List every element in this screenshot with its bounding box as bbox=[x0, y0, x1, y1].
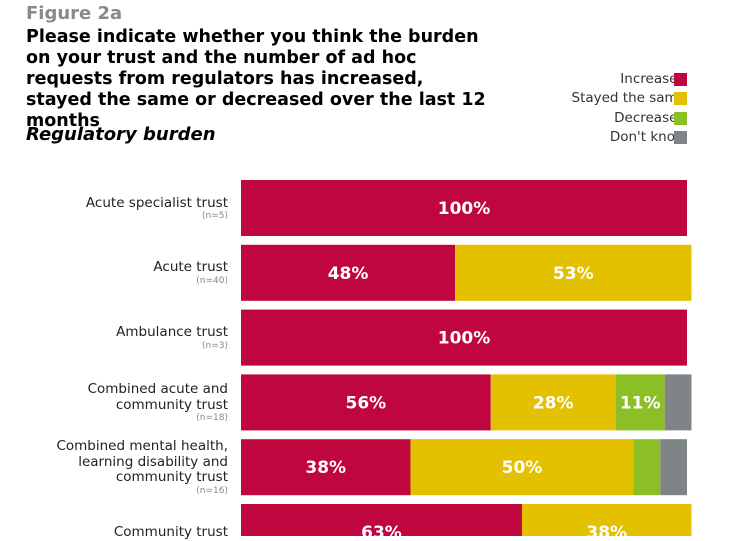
legend-label: Decreased bbox=[614, 109, 686, 126]
data-label: 53% bbox=[553, 264, 594, 284]
data-label: 48% bbox=[328, 264, 369, 284]
legend-label: Stayed the same bbox=[571, 90, 687, 107]
data-label: 28% bbox=[533, 393, 574, 413]
data-label: 11% bbox=[620, 393, 661, 413]
bar-segment bbox=[490, 374, 616, 431]
category-name: Acute trust bbox=[153, 259, 228, 276]
data-label: 38% bbox=[305, 458, 346, 478]
bar-segment bbox=[241, 180, 687, 236]
bar-segment bbox=[633, 439, 661, 496]
category-label: Ambulance trust (n=3) bbox=[48, 325, 228, 352]
data-label: 100% bbox=[438, 199, 491, 219]
category-name: Combined acute and community trust bbox=[87, 381, 228, 413]
data-label: 63% bbox=[361, 523, 402, 536]
data-label: 100% bbox=[438, 329, 491, 349]
legend-label: Don't know bbox=[609, 128, 686, 145]
bar-segment bbox=[660, 439, 687, 496]
legend-label: Increased bbox=[620, 71, 686, 87]
legend-swatch bbox=[674, 111, 687, 125]
data-label: 50% bbox=[502, 458, 543, 478]
chart-subtitle: Regulatory burden bbox=[26, 124, 216, 145]
category-label: Acute specialist trust (n=5) bbox=[48, 194, 228, 223]
category-name: Community trust bbox=[113, 524, 228, 540]
bar-segment bbox=[410, 439, 634, 496]
chart-title: Please indicate whether you think the bu… bbox=[26, 27, 486, 131]
category-label: Combined acute and community trust (n=18) bbox=[48, 382, 228, 424]
data-label: 56% bbox=[346, 393, 387, 413]
bar-segment bbox=[615, 374, 665, 431]
category-name: Combined mental health, learning disabil… bbox=[56, 438, 228, 486]
category-label: Community trust bbox=[48, 524, 228, 541]
bar-segment bbox=[241, 439, 411, 496]
bar-segment bbox=[241, 374, 491, 431]
legend-swatch bbox=[674, 130, 687, 144]
bar-segment bbox=[455, 244, 692, 301]
category-name: Acute specialist trust bbox=[85, 194, 228, 211]
category-note: (n=18) bbox=[196, 413, 228, 424]
category-note: (n=16) bbox=[196, 485, 228, 496]
figure-label: Figure 2a bbox=[26, 3, 123, 24]
bar-segment bbox=[241, 504, 522, 536]
category-note: (n=5) bbox=[202, 211, 228, 221]
category-note: (n=3) bbox=[202, 340, 228, 351]
category-label: Combined mental health, learning disabil… bbox=[48, 439, 228, 497]
category-label: Acute trust (n=40) bbox=[48, 260, 228, 287]
legend-swatch bbox=[674, 92, 687, 106]
data-label: 38% bbox=[586, 523, 627, 536]
bar-segment bbox=[521, 504, 692, 536]
category-note: (n=40) bbox=[196, 275, 228, 286]
legend-swatch bbox=[674, 73, 687, 86]
category-name: Ambulance trust bbox=[116, 324, 228, 341]
bar-segment bbox=[241, 309, 687, 366]
bar-segment bbox=[241, 244, 456, 301]
bar-segment bbox=[664, 374, 692, 431]
